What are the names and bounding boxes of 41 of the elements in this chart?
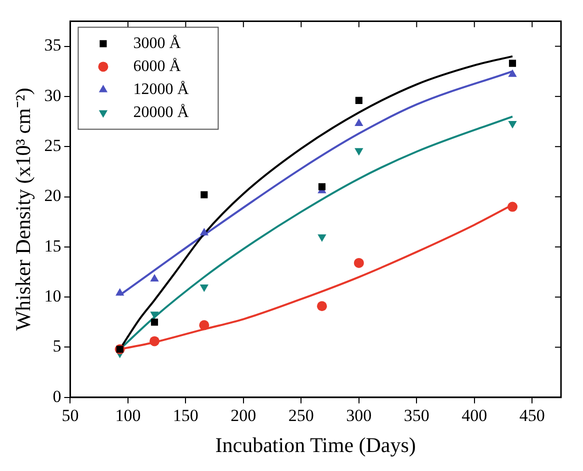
y-axis-title: Whisker Density (x10³ cm⁻²) — [11, 88, 36, 331]
point — [200, 228, 208, 236]
x-tick-label: 400 — [462, 406, 488, 426]
point — [318, 183, 326, 190]
point — [318, 234, 326, 242]
x-tick-label: 350 — [404, 406, 430, 426]
y-tick-label: 0 — [52, 386, 62, 406]
legend-label: 6000 Å — [133, 56, 182, 75]
point — [150, 318, 158, 326]
point — [354, 118, 364, 126]
y-tick-label: 10 — [44, 286, 62, 306]
point — [150, 274, 159, 282]
y-tick-label: 15 — [44, 236, 62, 256]
y-tick-label: 35 — [44, 36, 62, 55]
point — [316, 301, 327, 312]
x-tick-label: 450 — [519, 406, 545, 426]
x-tick-label: 200 — [230, 406, 256, 426]
x-tick-label: 100 — [115, 406, 141, 426]
y-tick-label: 25 — [44, 136, 62, 156]
point — [200, 284, 208, 292]
x-tick-label: 250 — [288, 406, 314, 426]
point — [116, 288, 124, 296]
point — [150, 312, 159, 320]
point — [507, 202, 518, 212]
legend-label: 20000 Å — [133, 102, 190, 121]
point — [200, 191, 208, 198]
point — [355, 96, 362, 104]
y-tick-label: 20 — [44, 186, 62, 206]
point — [199, 320, 210, 330]
x-tick-label: 150 — [172, 406, 198, 426]
point — [354, 258, 364, 268]
legend-label: 12000 Å — [133, 80, 190, 98]
y-tick-label: 30 — [44, 86, 62, 105]
point — [508, 60, 516, 67]
x-tick-label: 300 — [346, 406, 372, 426]
x-axis-title: Incubation Time (Days) — [215, 432, 416, 457]
legend-label: 3000 Å — [133, 34, 182, 52]
point — [150, 336, 160, 346]
x-tick-label: 50 — [62, 406, 79, 426]
y-tick-label: 5 — [52, 336, 62, 356]
point — [508, 69, 517, 77]
